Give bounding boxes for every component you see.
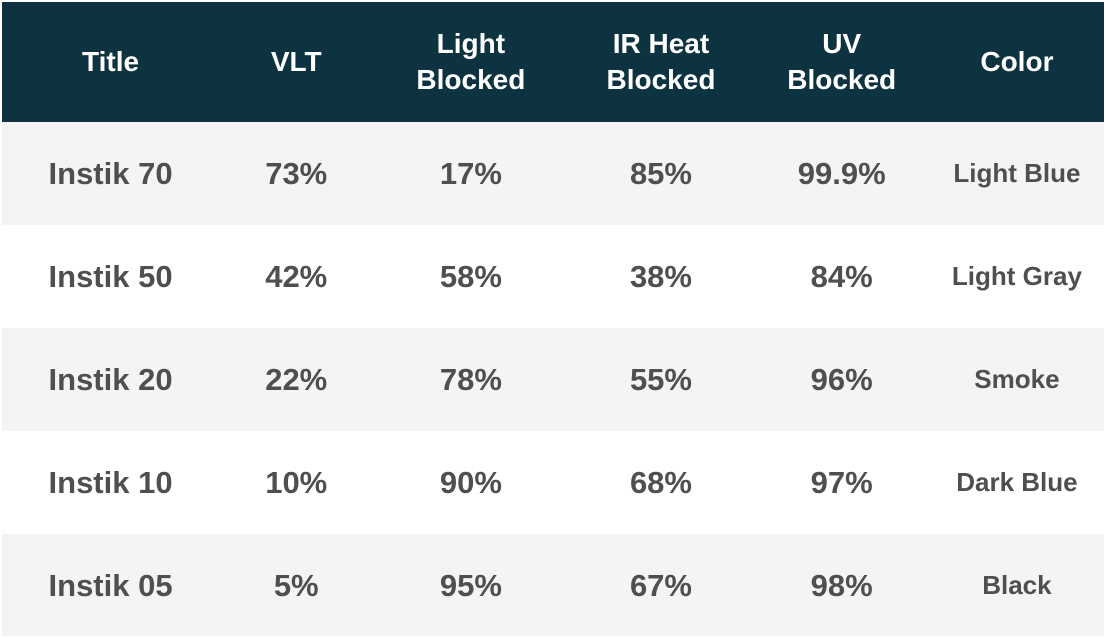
cell-color: Black [982, 570, 1052, 600]
header-cell-title: Title [82, 46, 140, 78]
cell-title: Instik 20 [48, 361, 173, 397]
table-row-instik-05: Instik 05 5% 95% 67% 98% Black [2, 534, 1104, 636]
cell-color: Dark Blue [956, 467, 1078, 497]
table-row-instik-50: Instik 50 42% 58% 38% 84% Light Gray [2, 225, 1104, 328]
cell-color: Light Gray [951, 261, 1082, 291]
cell-title: Instik 70 [48, 155, 173, 191]
cell-title: Instik 05 [48, 567, 173, 603]
cell-vlt: 42% [265, 258, 328, 294]
cell-color: Smoke [974, 364, 1060, 394]
cell-title: Instik 50 [48, 258, 173, 294]
cell-uv-blocked: 98% [810, 567, 873, 603]
table-header-row: Title VLT Light Blocked IR Heat Blocked … [2, 2, 1104, 122]
cell-color: Light Blue [953, 158, 1081, 188]
cell-ir-heat-blocked: 38% [629, 258, 692, 294]
header-cell-uv-blocked: UV Blocked [787, 28, 897, 95]
table-body: Instik 70 73% 17% 85% 99.9% Light Blue I… [2, 122, 1104, 636]
cell-ir-heat-blocked: 67% [629, 567, 692, 603]
cell-light-blocked: 90% [439, 464, 502, 500]
cell-light-blocked: 17% [439, 155, 502, 191]
cell-light-blocked: 95% [439, 567, 502, 603]
cell-ir-heat-blocked: 85% [629, 155, 692, 191]
header-cell-vlt: VLT [270, 46, 322, 78]
cell-vlt: 22% [265, 361, 328, 397]
cell-light-blocked: 78% [439, 361, 502, 397]
header-cell-color: Color [980, 46, 1054, 78]
cell-vlt: 73% [265, 155, 328, 191]
cell-light-blocked: 58% [439, 258, 502, 294]
cell-uv-blocked: 84% [810, 258, 873, 294]
table-row-instik-70: Instik 70 73% 17% 85% 99.9% Light Blue [2, 122, 1104, 225]
cell-title: Instik 10 [48, 464, 173, 500]
table-row-instik-20: Instik 20 22% 78% 55% 96% Smoke [2, 328, 1104, 431]
cell-vlt: 10% [265, 464, 328, 500]
table-header: Title VLT Light Blocked IR Heat Blocked … [2, 2, 1104, 122]
table-row-instik-10: Instik 10 10% 90% 68% 97% Dark Blue [2, 431, 1104, 534]
cell-uv-blocked: 96% [810, 361, 873, 397]
cell-ir-heat-blocked: 68% [629, 464, 692, 500]
cell-vlt: 5% [273, 567, 319, 603]
cell-ir-heat-blocked: 55% [629, 361, 692, 397]
cell-uv-blocked: 97% [810, 464, 873, 500]
header-cell-light-blocked: Light Blocked [416, 28, 526, 95]
cell-uv-blocked: 99.9% [797, 155, 886, 191]
header-cell-ir-heat-blocked: IR Heat Blocked [606, 28, 716, 95]
